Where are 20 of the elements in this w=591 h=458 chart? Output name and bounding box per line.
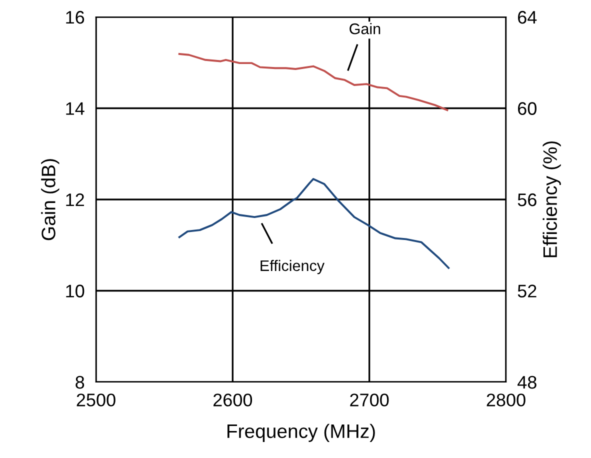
y-tick-label: 14 xyxy=(66,102,84,115)
y-axis-title: Gain (dB) xyxy=(41,159,60,240)
y-tick-label: 12 xyxy=(66,193,84,206)
x-tick-label: 2600 xyxy=(213,394,252,406)
y2-axis-title: Efficiency (%) xyxy=(542,141,561,258)
x-tick-label: 2800 xyxy=(486,394,526,406)
y2-tick-label: 60 xyxy=(518,102,536,115)
y2-tick-label: 64 xyxy=(518,10,537,24)
y2-tick-label: 56 xyxy=(518,193,536,206)
annotation: Gain xyxy=(350,23,380,34)
y2-tick-label: 52 xyxy=(518,284,536,298)
annotation: Efficiency xyxy=(260,260,325,274)
x-tick-label: 2700 xyxy=(350,394,389,406)
x-tick-label: 2500 xyxy=(76,394,116,406)
y2-tick-label: 48 xyxy=(518,376,536,389)
x-axis-title: Frequency (MHz) xyxy=(228,424,375,442)
y-tick-label: 8 xyxy=(76,376,84,389)
line-series xyxy=(178,52,448,112)
y-tick-label: 10 xyxy=(66,284,84,298)
y-tick-label: 16 xyxy=(66,10,84,24)
